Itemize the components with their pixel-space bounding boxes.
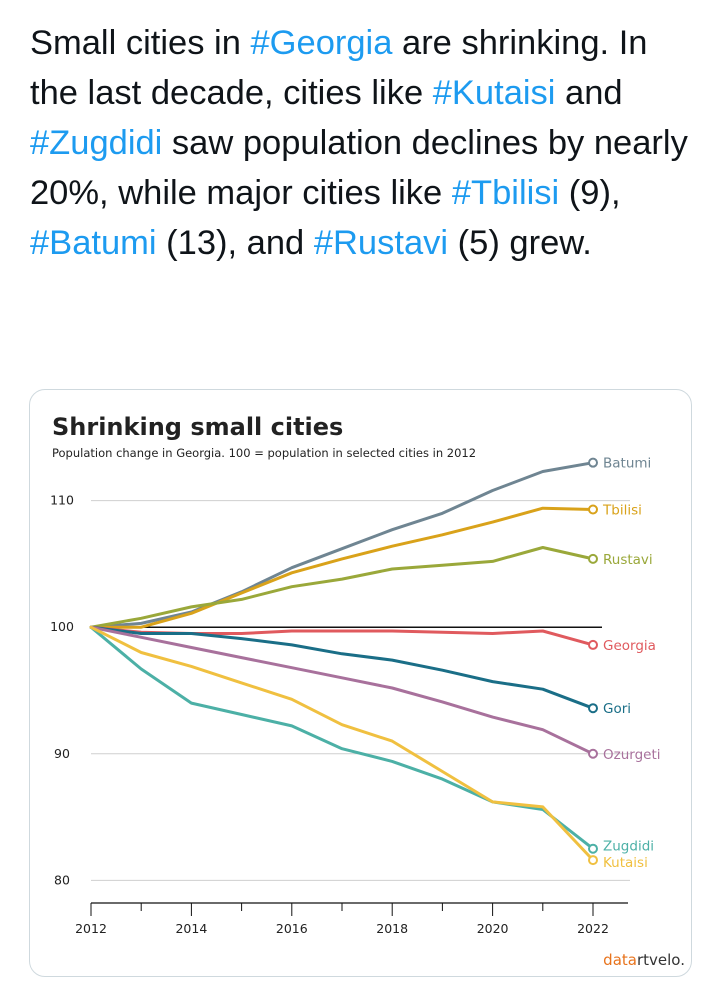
hashtag-link[interactable]: #Batumi: [30, 224, 157, 262]
tweet-text-segment: (9),: [559, 174, 621, 212]
series-label-batumi: Batumi: [603, 456, 651, 472]
chart-subtitle: Population change in Georgia. 100 = popu…: [52, 446, 476, 460]
y-tick-label: 80: [54, 872, 70, 887]
x-tick-label: 2014: [175, 921, 207, 936]
series-line-ozurgeti: [89, 625, 595, 756]
x-tick-label: 2022: [577, 921, 609, 936]
hashtag-link[interactable]: #Rustavi: [313, 224, 449, 262]
end-marker-rustavi: [588, 553, 598, 564]
series-label-rustavi: Rustavi: [603, 552, 653, 568]
hashtag-link[interactable]: #Zugdidi: [30, 124, 163, 162]
tweet-text-segment: Small cities in: [30, 24, 251, 62]
x-tick-label: 2020: [477, 921, 509, 936]
tweet-text-segment: and: [555, 74, 623, 112]
end-marker-ozurgeti: [588, 748, 598, 759]
tweet-text: Small cities in #Georgia are shrinking. …: [30, 18, 690, 268]
tweet-text-segment: (5) grew.: [448, 224, 592, 262]
tweet-text-segment: (13), and: [156, 224, 314, 262]
datartvelo-logo: datartvelo.: [603, 951, 685, 969]
series-line-rustavi: [89, 546, 595, 629]
end-marker-georgia: [588, 639, 598, 650]
series-label-ozurgeti: Ozurgeti: [603, 747, 661, 763]
end-marker-batumi: [588, 457, 598, 468]
y-tick-label: 90: [54, 746, 70, 761]
chart-title: Shrinking small cities: [52, 413, 343, 441]
x-tick-label: 2018: [376, 921, 408, 936]
series-line-batumi: [89, 461, 595, 629]
end-marker-kutaisi: [588, 855, 598, 866]
logo-dot: .: [680, 951, 685, 969]
tweet-text-segment: saw population declines by nearly 20%, w…: [30, 124, 688, 212]
series-line-tbilisi: [89, 506, 595, 629]
end-marker-tbilisi: [588, 504, 598, 515]
hashtag-link[interactable]: #Tbilisi: [451, 174, 560, 212]
tweet-text-segment: are shrinking. In the last decade, citie…: [30, 24, 648, 112]
series-label-kutaisi: Kutaisi: [603, 855, 648, 871]
hashtag-link[interactable]: #Georgia: [250, 24, 393, 62]
y-tick-label: 110: [50, 493, 74, 508]
end-marker-zugdidi: [588, 843, 598, 854]
hashtag-link[interactable]: #Kutaisi: [432, 74, 556, 112]
x-tick-label: 2012: [75, 921, 107, 936]
chart-card[interactable]: Shrinking small cities Population change…: [29, 389, 692, 977]
series-label-georgia: Georgia: [603, 638, 656, 654]
series-label-tbilisi: Tbilisi: [602, 502, 642, 518]
x-tick-label: 2016: [276, 921, 308, 936]
logo-data-part: data: [603, 951, 637, 969]
series-line-kutaisi: [89, 625, 595, 862]
series-line-gori: [89, 625, 595, 710]
line-chart: Shrinking small cities Population change…: [50, 413, 685, 969]
logo-rtvelo-part: rtvelo: [637, 951, 680, 969]
end-marker-gori: [588, 703, 598, 714]
series-label-gori: Gori: [603, 701, 631, 717]
y-tick-label: 100: [50, 619, 74, 634]
series-label-zugdidi: Zugdidi: [603, 839, 654, 855]
